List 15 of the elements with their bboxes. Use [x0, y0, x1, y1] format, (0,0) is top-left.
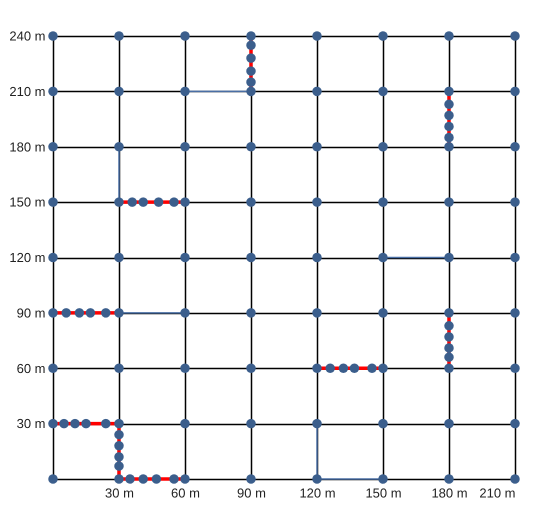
x-tick-label: 30 m	[105, 486, 134, 500]
y-tick-label: 180 m	[9, 139, 46, 154]
x-tick-label: 150 m	[365, 486, 402, 500]
x-tick-label: 180 m	[431, 486, 468, 500]
x-tick-label: 90 m	[237, 486, 266, 500]
y-tick-label: 90 m	[16, 305, 46, 320]
y-tick-label: 30 m	[16, 416, 46, 432]
y-tick-label: 60 m	[16, 360, 46, 376]
y-tick-label: 240 m	[9, 28, 46, 44]
x-tick-label: 60 m	[171, 486, 200, 500]
x-tick-label: 210 m	[479, 486, 516, 500]
y-tick-label: 210 m	[9, 84, 46, 99]
y-tick-label: 150 m	[9, 194, 46, 210]
y-tick-label: 120 m	[9, 250, 46, 265]
x-tick-label: 120 m	[299, 486, 336, 500]
